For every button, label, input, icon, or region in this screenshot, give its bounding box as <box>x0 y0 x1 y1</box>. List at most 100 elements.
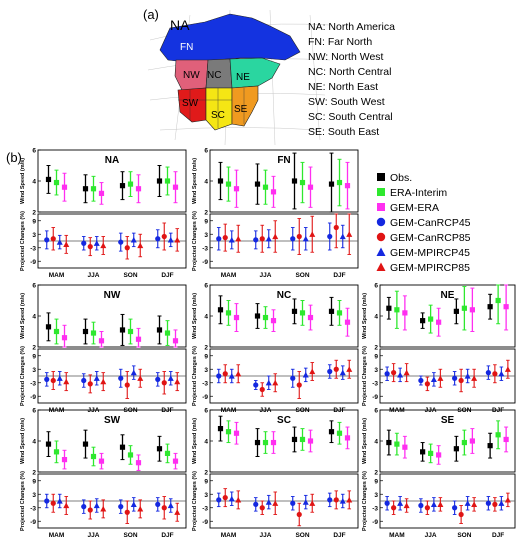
data-point-triangle <box>339 233 346 240</box>
data-point-square <box>270 189 277 195</box>
map-na-label: NA <box>170 17 190 33</box>
data-point-square <box>336 179 343 186</box>
data-point-triangle <box>309 231 316 237</box>
map-legend-item: SC: South Central <box>308 111 393 123</box>
data-point-square <box>394 441 400 447</box>
x-tick-label: SON <box>295 407 309 414</box>
y-tick-label-bottom: -3 <box>372 380 378 387</box>
x-tick-label: JJA <box>425 407 437 414</box>
data-point-circle <box>259 386 265 393</box>
data-point-square <box>386 439 392 446</box>
data-point-square <box>172 338 179 344</box>
y-tick-label-top: 4 <box>32 314 36 321</box>
y-axis-label-bottom: Projected Changes (%) <box>362 346 368 406</box>
data-point-circle <box>327 368 333 375</box>
data-point-triangle <box>228 495 235 502</box>
y-tick-label-top: 6 <box>374 408 378 415</box>
data-point-square <box>225 429 232 435</box>
y-tick-label-top: 6 <box>32 148 36 155</box>
data-point-triangle <box>63 502 70 509</box>
data-point-circle <box>50 377 56 384</box>
data-point-triangle <box>302 235 309 242</box>
y-axis-label-top: Wind Speed (m/s) <box>192 293 198 339</box>
data-point-triangle <box>167 375 174 381</box>
data-point-square <box>336 310 343 316</box>
legend-label: GEM-CanRCP85 <box>390 232 471 244</box>
data-point-triangle <box>100 505 107 512</box>
y-tick-label-top: 2 <box>32 345 36 352</box>
y-tick-label-bottom: -3 <box>202 505 208 512</box>
chart-title: SC <box>277 415 291 426</box>
data-point-triangle <box>130 501 137 507</box>
data-point-circle <box>87 507 93 513</box>
data-point-triangle <box>265 499 272 505</box>
y-axis-label-bottom: Projected Changes (%) <box>192 346 198 406</box>
data-point-triangle <box>63 378 70 385</box>
data-point-circle <box>216 236 222 242</box>
data-point-square <box>61 335 68 341</box>
data-point-circle <box>259 505 265 511</box>
y-tick-label-bottom: -9 <box>30 394 36 401</box>
data-point-circle <box>161 233 167 240</box>
data-point-square <box>164 178 171 184</box>
data-point-triangle <box>272 500 279 506</box>
data-point-square <box>98 190 105 196</box>
data-point-circle <box>118 375 124 381</box>
data-point-circle <box>290 236 296 242</box>
data-point-circle <box>216 497 222 503</box>
y-tick-label-bottom: 9 <box>204 218 208 225</box>
data-point-square <box>90 186 97 192</box>
data-point-circle <box>155 501 161 507</box>
data-point-square <box>164 450 171 456</box>
legend-label: GEM-MPIRCP85 <box>390 262 470 274</box>
data-point-triangle <box>235 235 242 242</box>
data-point-triangle <box>339 498 346 504</box>
data-point-triangle <box>167 502 174 509</box>
y-tick-label-bottom: -3 <box>30 505 36 512</box>
x-tick-label: SON <box>295 272 309 279</box>
y-tick-label-top: 4 <box>32 179 36 186</box>
data-point-circle <box>118 239 124 245</box>
y-tick-label-top: 4 <box>204 179 208 186</box>
data-point-triangle <box>302 371 309 378</box>
chart-panel-se: SE Wind Speed (m/s) Projected Changes (%) 2… <box>362 408 516 539</box>
x-tick-label: MAM <box>221 532 237 539</box>
data-point-triangle <box>93 240 100 246</box>
data-point-square <box>336 430 343 436</box>
data-point-circle <box>253 501 259 507</box>
data-point-square <box>386 305 392 311</box>
data-point-square <box>428 450 434 456</box>
y-tick-label-bottom: 9 <box>32 353 36 360</box>
legend-marker-square <box>377 173 385 181</box>
y-tick-label-top: 6 <box>204 408 208 415</box>
data-point-circle <box>216 373 222 379</box>
y-tick-label-bottom: -9 <box>372 519 378 526</box>
data-point-triangle <box>437 501 444 507</box>
y-tick-label-bottom: 3 <box>32 367 36 374</box>
legend-label: Obs. <box>390 172 412 184</box>
data-point-square <box>344 183 351 189</box>
y-tick-label-top: 2 <box>204 345 208 352</box>
y-tick-label-bottom: 9 <box>32 218 36 225</box>
y-tick-label-top: 6 <box>32 283 36 290</box>
map-label-nw: NW <box>183 70 200 81</box>
y-tick-label-top: 6 <box>32 408 36 415</box>
data-point-triangle <box>430 501 437 507</box>
panel-a-label: (a) <box>143 7 159 22</box>
y-axis-label-bottom: Projected Changes (%) <box>20 346 26 406</box>
data-point-square <box>127 181 134 187</box>
data-point-triangle <box>130 369 137 376</box>
legend-label: GEM-ERA <box>390 202 439 214</box>
data-point-circle <box>424 381 430 387</box>
legend-marker-triangle <box>376 247 386 256</box>
data-point-triangle <box>504 366 511 372</box>
data-point-circle <box>44 237 50 243</box>
data-point-square <box>45 176 52 183</box>
y-axis-label-top: Wind Speed (m/s) <box>20 418 26 464</box>
data-point-triangle <box>430 376 437 382</box>
y-tick-label-top: 4 <box>374 439 378 446</box>
y-tick-label-bottom: 9 <box>32 478 36 485</box>
data-point-square <box>328 429 335 435</box>
data-point-square <box>461 305 467 311</box>
data-point-square <box>328 181 335 187</box>
